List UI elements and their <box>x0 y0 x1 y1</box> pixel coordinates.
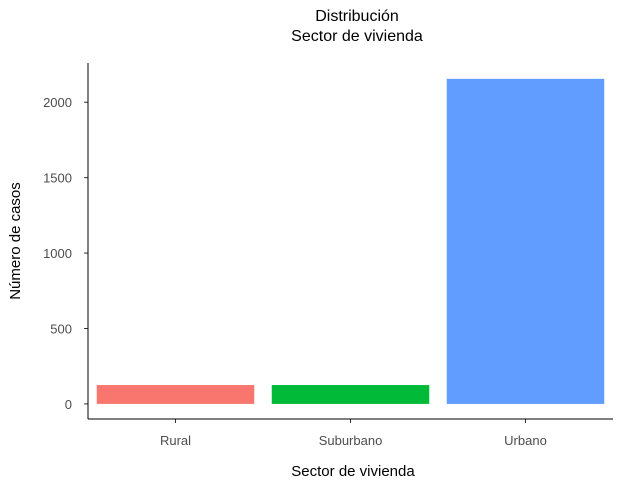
bar-urbano <box>446 78 605 404</box>
bars-group <box>96 78 605 404</box>
bar-suburbano <box>271 385 430 404</box>
bar-rural <box>96 385 255 404</box>
y-axis-ticks: 0 500 1000 1500 2000 <box>43 95 88 412</box>
x-axis-title: Sector de vivienda <box>291 463 415 480</box>
chart-subtitle: Sector de vivienda <box>291 28 423 45</box>
y-tick-label: 1000 <box>43 246 72 261</box>
x-tick-label: Suburbano <box>319 433 383 448</box>
y-axis-title: Número de casos <box>7 182 24 300</box>
y-tick-label: 500 <box>50 321 72 336</box>
x-axis-ticks: Rural Suburbano Urbano <box>160 419 547 448</box>
y-tick-label: 0 <box>65 397 72 412</box>
chart-title: Distribución <box>315 8 399 25</box>
x-tick-label: Urbano <box>504 433 547 448</box>
y-tick-label: 2000 <box>43 95 72 110</box>
x-tick-label: Rural <box>160 433 191 448</box>
y-tick-label: 1500 <box>43 171 72 186</box>
